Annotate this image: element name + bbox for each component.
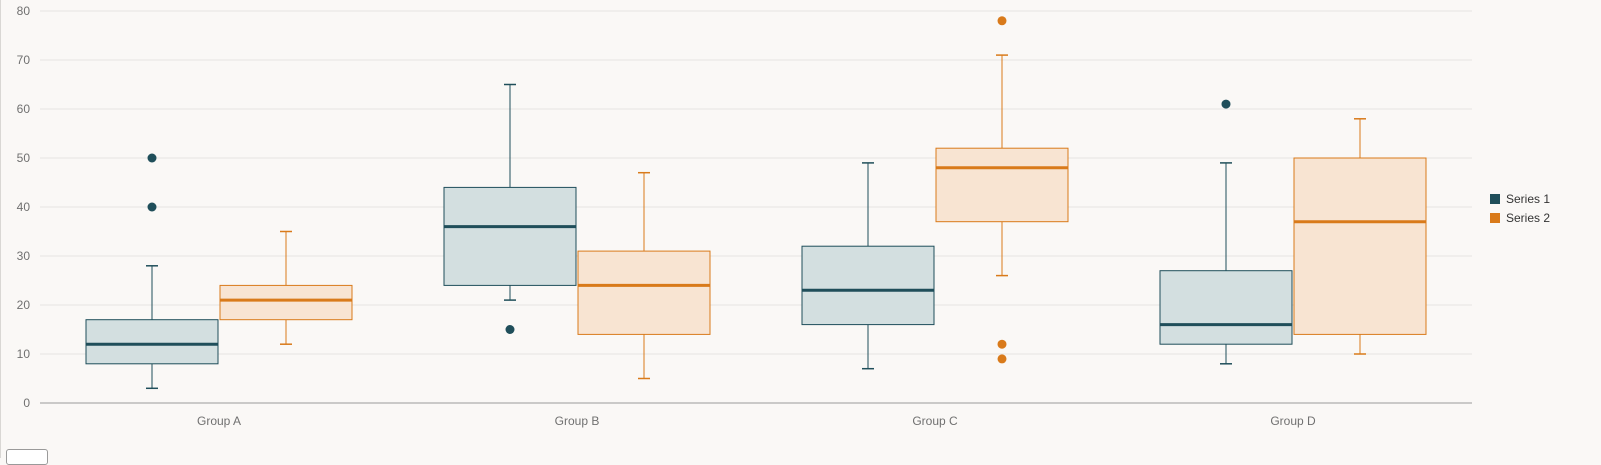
iqr-box [935,147,1069,223]
outlier-point [997,16,1007,26]
box-2-2 [577,171,711,380]
y-tick-label: 50 [17,151,31,165]
iqr-box [801,245,935,326]
iqr-box [577,250,711,335]
y-tick-label: 70 [17,53,31,67]
y-tick-label: 60 [17,102,31,116]
box-2-4 [1293,118,1427,355]
x-tick-label: Group D [1270,414,1316,428]
legend-swatch [1490,194,1500,204]
legend-swatch [1490,213,1500,223]
outlier-point [1221,99,1231,109]
outlier-point [147,202,157,212]
corner-tab-button[interactable] [6,449,48,465]
box-2-3 [935,16,1069,364]
outlier-point [997,354,1007,364]
plot-area [85,16,1427,390]
iqr-box [443,186,577,286]
box-1-4 [1159,99,1293,365]
frame-left-border [0,0,1,458]
box-1-1 [85,153,219,390]
box-2-1 [219,230,353,345]
outlier-point [147,153,157,163]
outlier-point [997,339,1007,349]
y-tick-label: 20 [17,298,31,312]
x-tick-label: Group C [912,414,958,428]
legend: Series 1 Series 2 [1490,192,1550,225]
y-tick-label: 80 [17,4,31,18]
iqr-box [1159,270,1293,345]
y-tick-label: 40 [17,200,31,214]
y-tick-label: 30 [17,249,31,263]
iqr-box [1293,157,1427,335]
y-tick-label: 0 [23,396,30,410]
x-tick-label: Group B [555,414,600,428]
legend-label: Series 1 [1506,192,1550,206]
legend-label: Series 2 [1506,211,1550,225]
box-1-3 [801,162,935,370]
iqr-box [85,319,219,365]
y-tick-label: 10 [17,347,31,361]
outlier-point [505,325,515,334]
box-1-2 [443,83,577,334]
iqr-box [219,284,353,321]
x-tick-label: Group A [197,414,241,428]
x-axis: Group A Group B Group C Group D [40,402,1472,428]
y-axis: 0 10 20 30 40 50 60 70 80 [17,4,31,410]
